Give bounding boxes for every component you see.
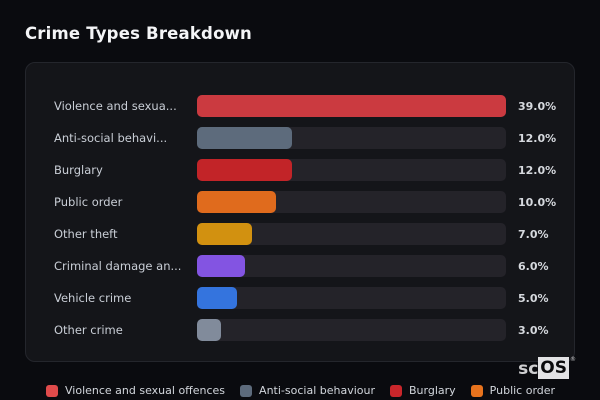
bar-category-label: Other theft — [54, 227, 118, 241]
bar[interactable] — [197, 255, 245, 277]
bar-row: Anti-social behavi... 12.0% — [26, 122, 574, 154]
bar-category-label: Burglary — [54, 163, 103, 177]
legend-item[interactable]: Public order — [470, 384, 556, 397]
chart-legend: Violence and sexual offences Anti-social … — [46, 384, 555, 397]
bar-row: Vehicle crime 5.0% — [26, 282, 574, 314]
page-title: Crime Types Breakdown — [25, 24, 252, 43]
scos-logo: sc OS ® — [518, 357, 576, 379]
bar-value-label: 6.0% — [518, 259, 549, 273]
bar-category-label: Vehicle crime — [54, 291, 132, 305]
legend-item[interactable]: Violence and sexual offences — [46, 384, 225, 397]
bar-row: Other theft 7.0% — [26, 218, 574, 250]
legend-label: Anti-social behaviour — [259, 384, 375, 397]
bar-value-label: 7.0% — [518, 227, 549, 241]
legend-swatch-icon — [240, 384, 253, 397]
bar[interactable] — [197, 95, 506, 117]
bar-value-label: 12.0% — [518, 163, 557, 177]
scos-logo-prefix: sc — [518, 359, 539, 379]
bar-row: Criminal damage an... 6.0% — [26, 250, 574, 282]
legend-swatch-icon — [390, 384, 402, 397]
bar-category-label: Criminal damage an... — [54, 259, 182, 273]
bar-track — [197, 191, 506, 213]
legend-label: Violence and sexual offences — [65, 384, 226, 397]
bar-category-label: Other crime — [54, 323, 123, 337]
bar-category-label: Violence and sexua... — [54, 99, 177, 113]
bar-value-label: 5.0% — [518, 291, 549, 305]
bar-rows: Violence and sexua... 39.0% Anti-social be… — [26, 90, 574, 346]
legend-swatch-icon — [470, 384, 483, 397]
bar-track — [197, 127, 506, 149]
crime-breakdown-chart-panel: Violence and sexua... 39.0% Anti-social be… — [25, 62, 575, 362]
bar[interactable] — [197, 159, 293, 181]
bar[interactable] — [197, 191, 277, 213]
legend-swatch-icon — [46, 384, 58, 397]
bar-track — [197, 287, 506, 309]
bar-track — [197, 223, 506, 245]
bar[interactable] — [197, 127, 293, 149]
bar-row: Violence and sexua... 39.0% — [26, 90, 574, 122]
bar[interactable] — [197, 287, 237, 309]
scos-logo-box: OS — [538, 357, 569, 379]
bar[interactable] — [197, 223, 253, 245]
bar-track — [197, 319, 506, 341]
bar-track — [197, 255, 506, 277]
bar[interactable] — [197, 319, 221, 341]
bar-category-label: Anti-social behavi... — [54, 131, 168, 145]
bar-value-label: 10.0% — [518, 195, 557, 209]
bar-value-label: 39.0% — [518, 99, 557, 113]
bar-track — [197, 159, 506, 181]
legend-item[interactable]: Anti-social behaviour — [240, 384, 375, 397]
bar-value-label: 12.0% — [518, 131, 557, 145]
bar-value-label: 3.0% — [518, 323, 549, 337]
legend-label: Public order — [489, 384, 556, 397]
bar-row: Other crime 3.0% — [26, 314, 574, 346]
registered-trademark-icon: ® — [570, 356, 576, 363]
bar-category-label: Public order — [54, 195, 123, 209]
legend-item[interactable]: Burglary — [390, 384, 456, 397]
bar-track — [197, 95, 506, 117]
legend-label: Burglary — [409, 384, 456, 397]
bar-row: Burglary 12.0% — [26, 154, 574, 186]
bar-row: Public order 10.0% — [26, 186, 574, 218]
